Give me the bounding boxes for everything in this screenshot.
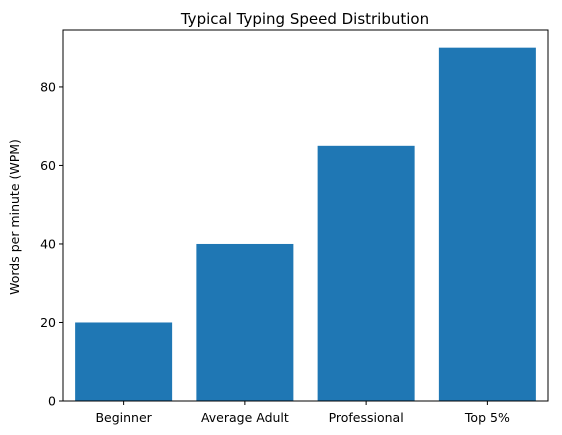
y-axis-ticks: 0 20 40 60 80: [40, 79, 63, 409]
x-tick-label: Professional: [329, 410, 404, 425]
y-tick-label: 20: [40, 315, 56, 330]
chart-title: Typical Typing Speed Distribution: [180, 10, 429, 28]
x-tick-label: Beginner: [95, 410, 152, 425]
x-axis-ticks: Beginner Average Adult Professional Top 5%: [95, 401, 510, 425]
y-tick-label: 0: [48, 394, 56, 409]
x-tick-label: Top 5%: [464, 410, 510, 425]
plot-frame: [62, 29, 549, 402]
y-axis-title: Words per minute (WPM): [7, 139, 22, 295]
bar-professional: [317, 145, 415, 401]
bar-average-adult: [196, 243, 294, 401]
x-tick-label: Average Adult: [201, 410, 289, 425]
y-tick-label: 80: [40, 79, 56, 94]
bar-beginner: [75, 322, 173, 401]
y-tick-label: 40: [40, 236, 56, 251]
y-tick-label: 60: [40, 158, 56, 173]
bars-group: [75, 47, 536, 402]
bar-top-5: [438, 47, 536, 402]
